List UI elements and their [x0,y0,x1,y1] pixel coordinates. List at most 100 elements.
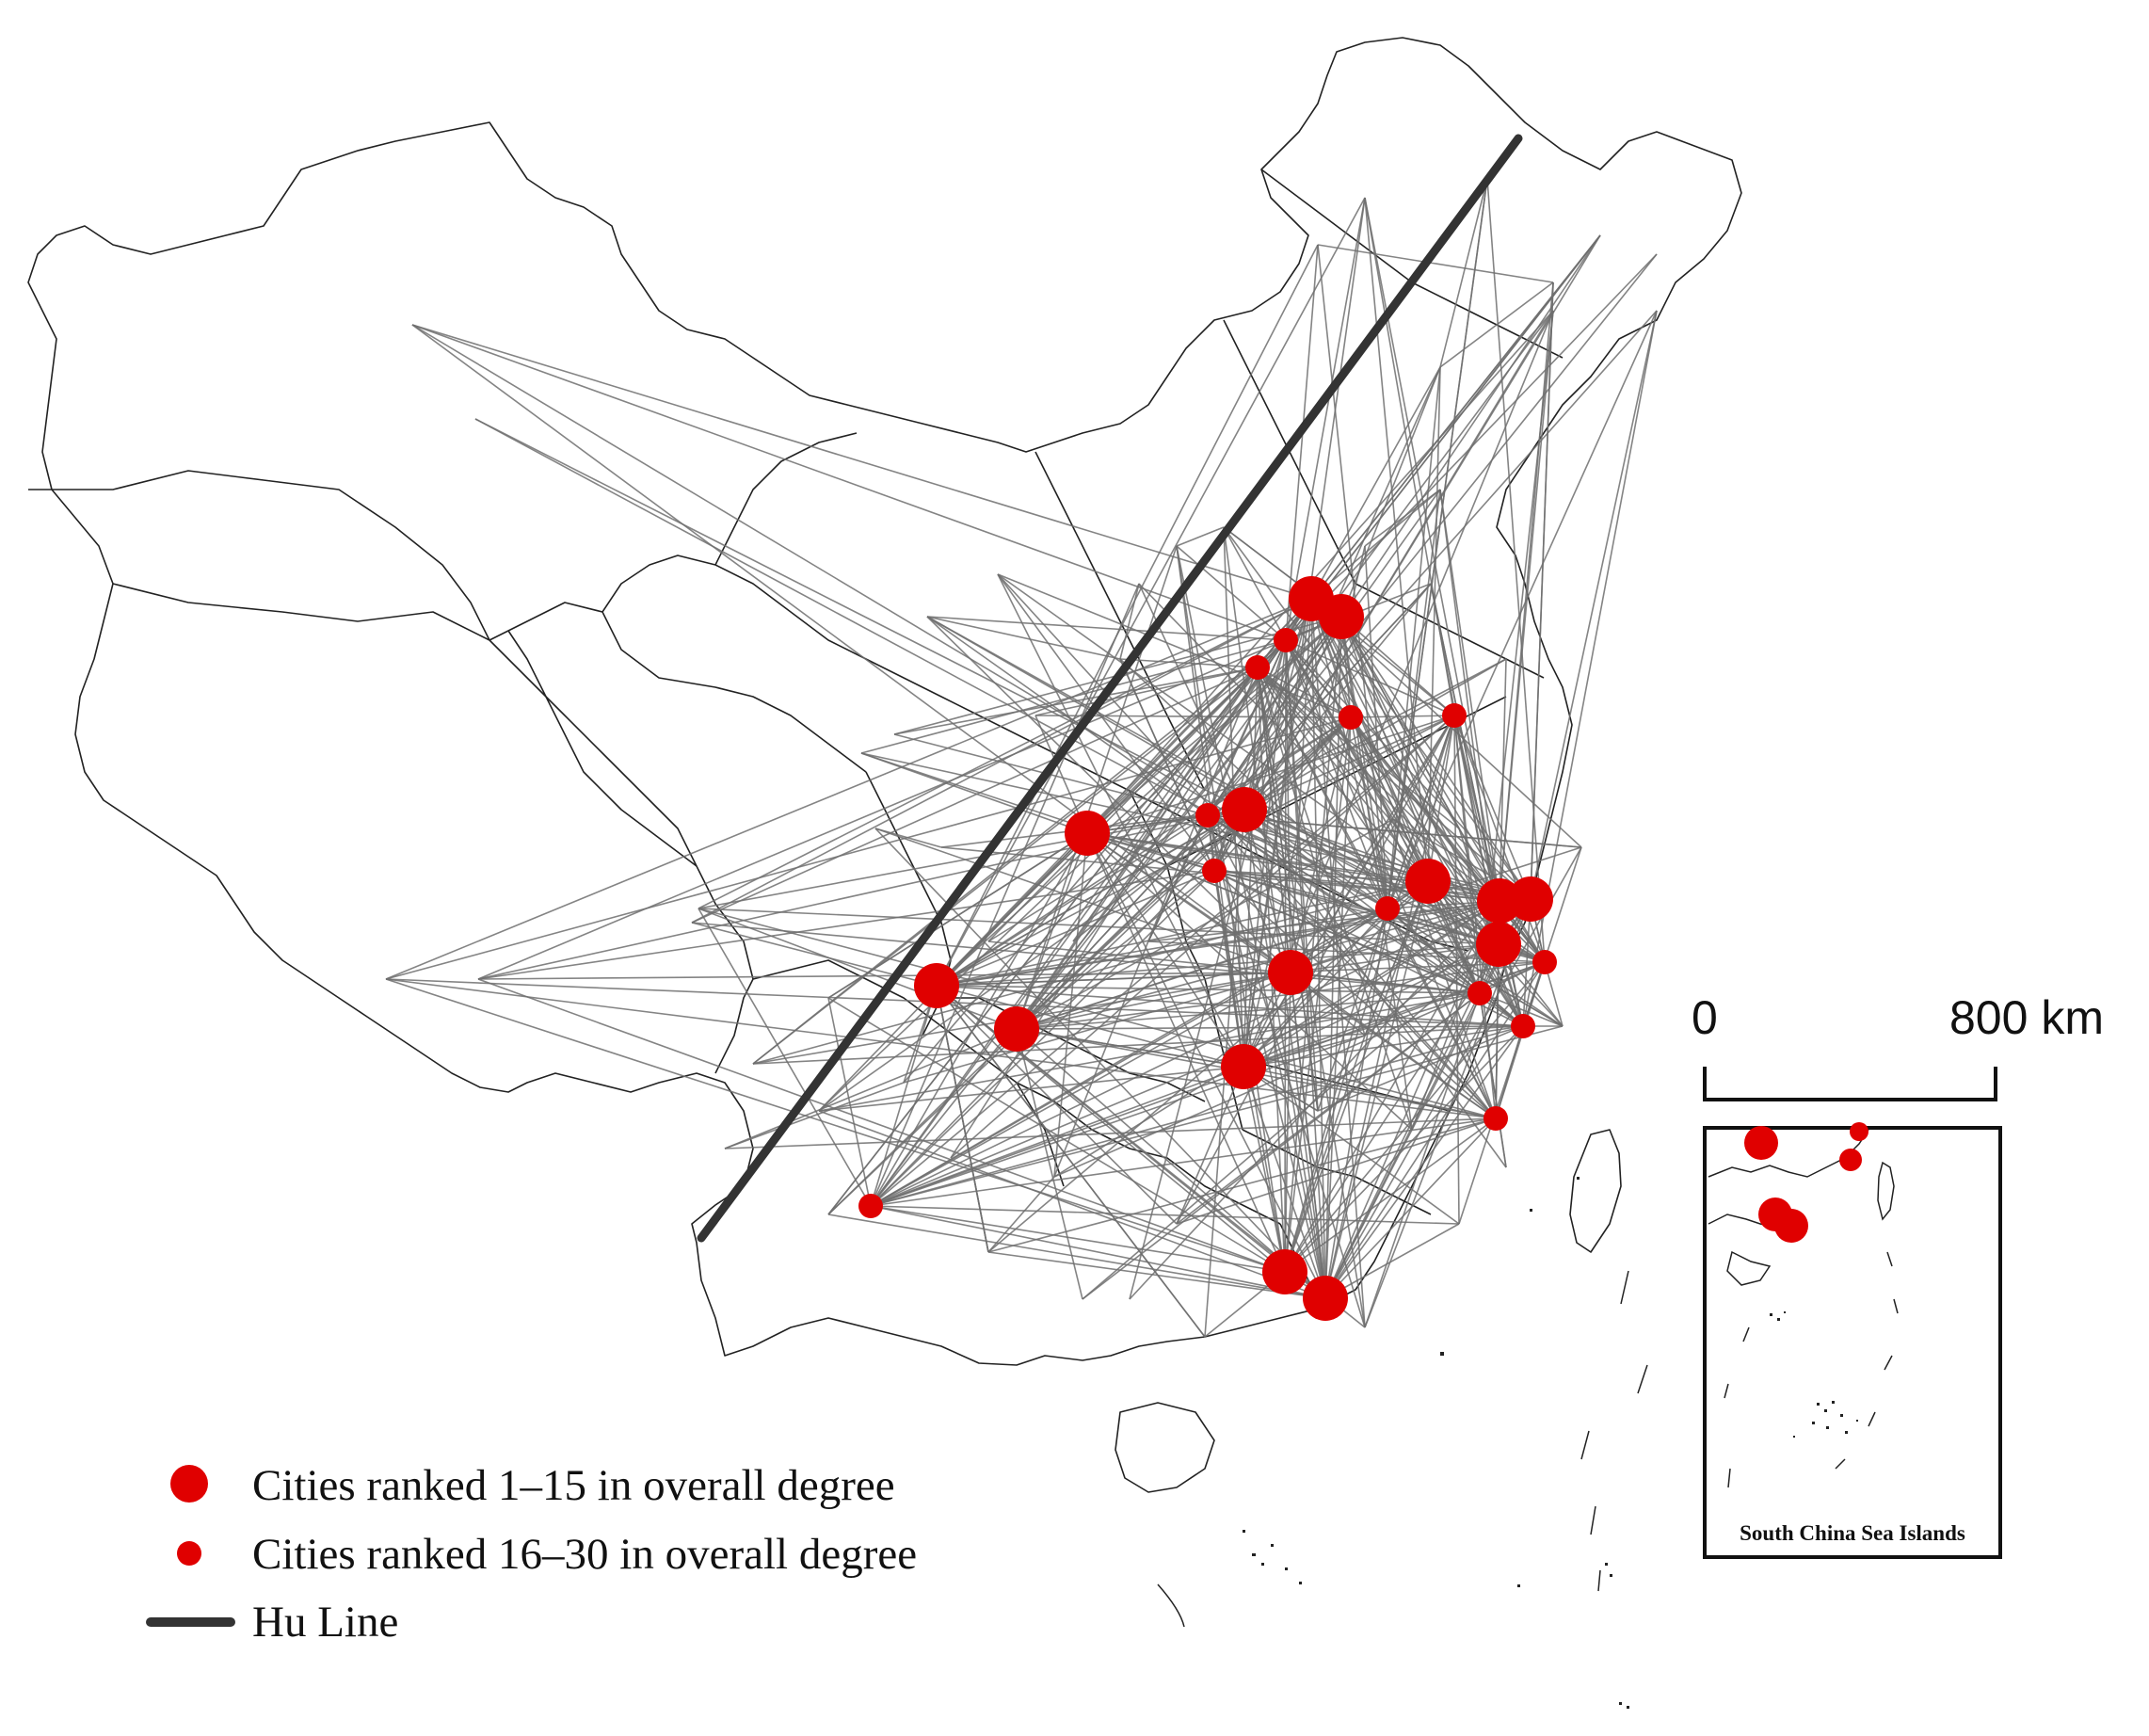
network-edge [903,972,1291,1084]
city-rank-1-15 [1065,811,1110,856]
network-edge [1207,814,1366,1328]
network-edge [950,715,1455,1159]
network-edge [1439,489,1499,945]
legend-large-symbol [170,1465,208,1503]
legend-small-symbol [177,1541,201,1566]
network-edge [1243,716,1352,811]
network-edge [936,985,1206,1338]
network-edge [870,1025,1524,1207]
city-rank-16-30 [1375,896,1400,921]
network-edge [1387,489,1441,909]
network-edge [1086,310,1554,834]
network-edge [1223,526,1287,641]
network-edge [385,716,1352,980]
city-rank-16-30 [1483,1106,1508,1131]
network-edge [1016,818,1394,1030]
network-edge [987,1251,1326,1299]
network-edge [926,616,1121,660]
scale-end-label: 800 km [1949,991,2104,1044]
network-edge [1147,940,1546,963]
legend-line-label: Hu Line [252,1598,398,1647]
network-edge [1284,900,1500,1273]
province-border [507,630,698,867]
network-edge [1310,489,1441,600]
network-edge [860,639,1287,754]
network-edge [1086,616,1342,834]
inset-dash-line [1724,1251,1899,1488]
network-edge [1243,809,1388,909]
network-edge [1243,809,1507,1168]
legend-large-label: Cities ranked 1–15 in overall degree [252,1461,895,1510]
city-rank-16-30 [1195,803,1220,828]
network-edge [1427,880,1546,963]
network-edge [818,616,1342,1112]
network-edge [1176,1117,1497,1225]
network-edge [1530,310,1658,900]
legend: Cities ranked 1–15 in overall degree Cit… [146,1461,917,1647]
network-edge [1364,880,1429,1037]
network-edge [1034,667,1259,716]
network-edge [818,1110,1326,1299]
country-outline [27,37,1742,1366]
network-edge [1257,667,1319,1112]
network-edge [411,324,1312,600]
network-edge [936,985,1178,1225]
network-edge [1207,616,1342,816]
network-edge [1257,667,1413,1131]
network-edge [1207,489,1441,816]
south-sea-islets [1243,1177,1629,1709]
network-edge [1243,715,1455,811]
network-edge [1207,814,1582,848]
city-rank-1-15 [1222,787,1267,832]
city-rank-16-30 [1467,981,1492,1005]
network-edge [1176,526,1225,547]
network-edge [818,1066,1244,1112]
network-edge [698,908,1499,945]
network-edge [1207,814,1326,1299]
province-border [28,470,490,641]
city-rank-1-15 [914,963,959,1008]
city-rank-16-30 [1202,859,1227,883]
network-edge [1324,1025,1524,1299]
network-edge [1285,639,1319,1112]
network-edge [1317,244,1388,909]
city-rank-1-15 [1405,859,1451,904]
network-edge [1439,489,1500,902]
city-rank-16-30 [1511,1014,1535,1038]
network-edge [385,598,1312,980]
network-edge [997,573,1244,1068]
network-edge [1082,992,1481,1300]
city-rank-1-15 [1319,594,1364,639]
network-edge [1016,832,1088,1030]
network-edge [385,978,1497,1119]
network-edge [870,1205,1286,1273]
network-edge [411,324,1291,973]
scale-bar-line [1703,1067,1997,1101]
network-edge [1317,1025,1524,1112]
network-edge [1486,178,1546,963]
network-edge [1495,961,1546,1119]
network-edge [1257,667,1352,718]
city-rank-16-30 [1274,628,1298,652]
network-edge [1176,545,1326,1299]
inset-city [1744,1126,1778,1160]
network-edge [1285,244,1319,641]
network-edge [1310,366,1441,600]
network-edge [691,598,1312,924]
network-edge [1129,598,1312,1300]
network-edge [698,598,1312,909]
network-edge [1285,234,1601,641]
network-edge [1310,598,1366,1328]
network-edge [1285,639,1532,900]
city-rank-1-15 [1262,1249,1307,1294]
province-border [1242,1129,1432,1215]
inset-title: South China Sea Islands [1740,1521,1965,1545]
province-border [489,602,867,773]
network-edge [1086,715,1455,834]
network-edge [1499,310,1554,902]
network-edge [1119,583,1140,660]
network-edge [1129,900,1500,1300]
network-edge [1317,244,1554,283]
network-edge [724,1117,1497,1149]
network-edge [1324,900,1500,1299]
